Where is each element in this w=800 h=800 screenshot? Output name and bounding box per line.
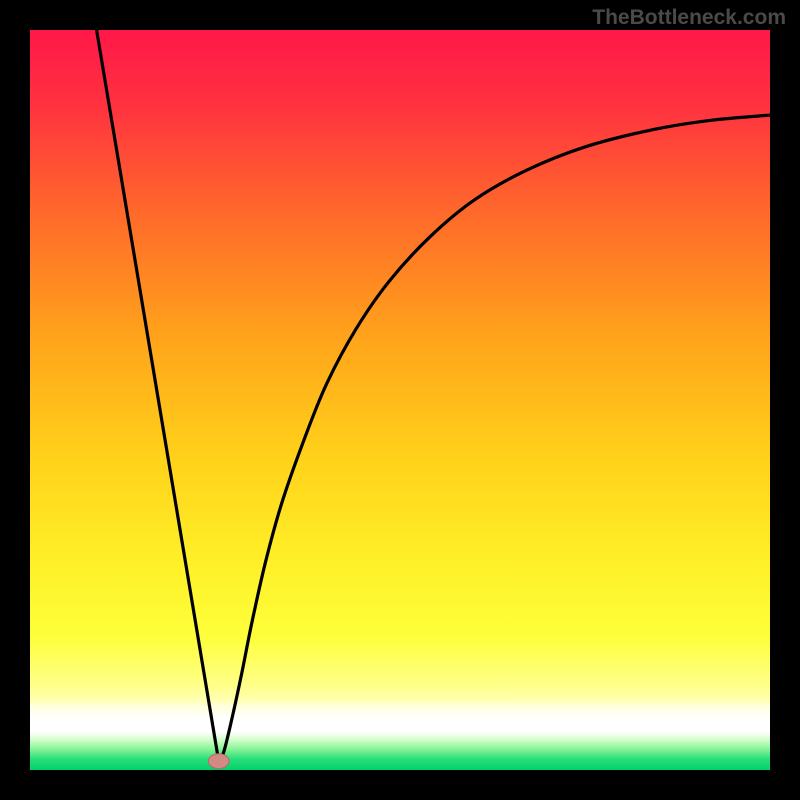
watermark-text: TheBottleneck.com xyxy=(592,6,786,30)
minimum-marker xyxy=(208,754,229,769)
plot-background xyxy=(30,30,770,770)
chart-frame: TheBottleneck.com xyxy=(0,0,800,800)
chart-svg xyxy=(0,0,800,800)
